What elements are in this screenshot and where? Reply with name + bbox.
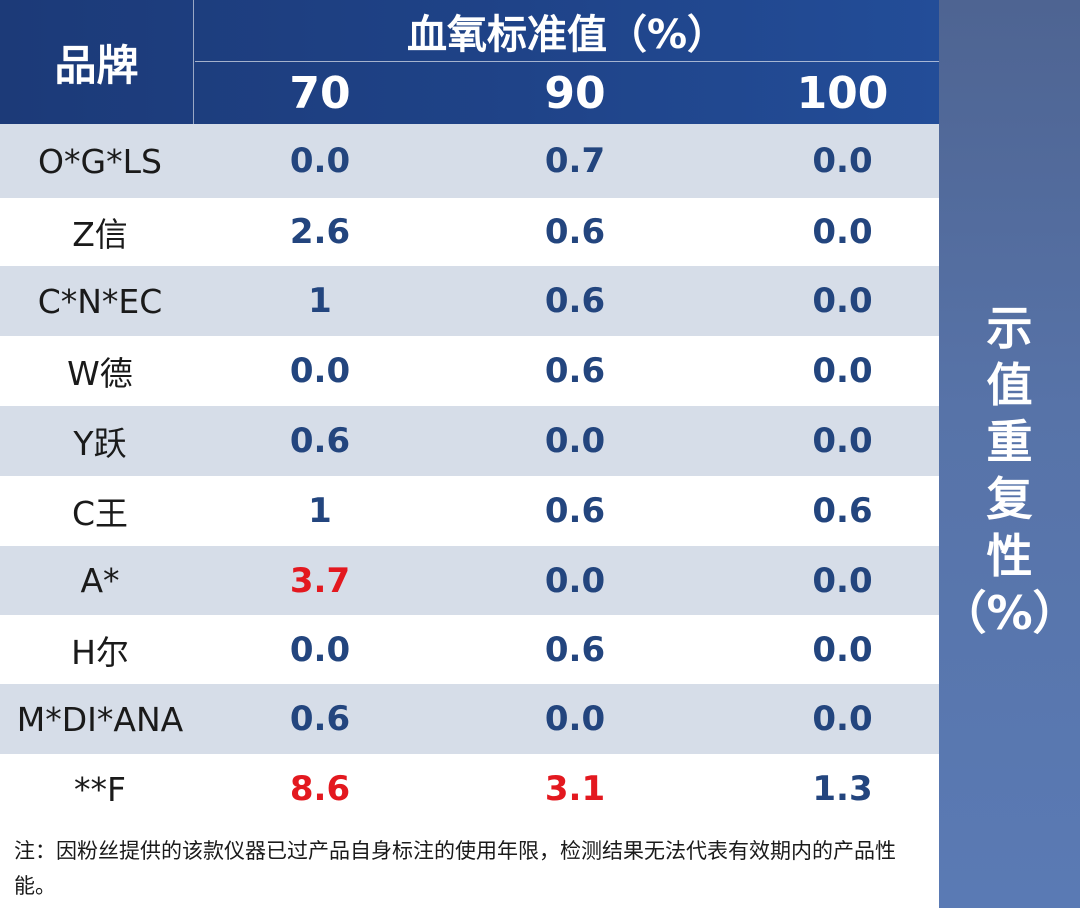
value-cell-90: 0.6: [544, 281, 606, 321]
value-cell-70: 3.7: [289, 560, 351, 601]
value-cell-100: 0.0: [812, 351, 873, 391]
value-cell-90: 0.6: [544, 351, 606, 391]
value-cell-90: 0.6: [544, 491, 606, 531]
value-cell-70: 2.6: [289, 212, 351, 252]
brand-cell: O*G*LS: [38, 141, 162, 181]
brand-cell: Z信: [72, 215, 128, 254]
footnote: 注：因粉丝提供的该款仪器已过产品自身标注的使用年限，检测结果无法代表有效期内的产…: [14, 839, 896, 898]
brand-cell: W德: [67, 354, 133, 393]
value-cell-70: 1: [308, 281, 332, 321]
value-cell-70: 0.0: [289, 629, 351, 670]
data-table: 品牌 血氧标准值（%） 70 90 100 O*G*LS 0.0 0.7 0.0 Z信 2…: [0, 0, 939, 898]
side-title-unit: （%）: [940, 586, 1079, 640]
value-cell-90: 0.0: [544, 560, 606, 601]
value-cell-70: 8.6: [289, 769, 351, 809]
value-cell-90: 0.0: [544, 699, 606, 739]
value-cell-70: 0.0: [289, 141, 351, 181]
value-cell-100: 0.0: [812, 141, 873, 181]
side-title: 示 值 重 复 性 （%）: [939, 300, 1080, 642]
value-cell-100: 0.0: [812, 281, 873, 321]
value-cell-100: 1.3: [812, 769, 873, 809]
value-cell-100: 0.0: [812, 212, 873, 252]
table-header: 品牌 血氧标准值（%） 70 90 100: [0, 0, 939, 124]
value-cell-70: 0.0: [289, 351, 351, 391]
value-cell-90: 0.7: [544, 141, 606, 181]
table-row: O*G*LS 0.0 0.7 0.0: [0, 124, 939, 198]
column-header-90: 90: [544, 68, 606, 119]
value-cell-100: 0.0: [812, 421, 873, 461]
value-cell-90: 0.6: [544, 629, 606, 670]
table-row: **F 8.6 3.1 1.3: [0, 754, 939, 824]
brand-cell: **F: [74, 769, 126, 809]
value-cell-100: 0.0: [812, 629, 873, 670]
side-title-char: 示: [986, 301, 1033, 355]
value-cell-100: 0.0: [812, 560, 873, 601]
brand-cell: M*DI*ANA: [16, 699, 184, 739]
brand-column-header: 品牌: [0, 0, 194, 124]
value-cell-100: 0.6: [812, 491, 873, 531]
brand-cell: C*N*EC: [37, 281, 163, 321]
spo2-standard-header: 血氧标准值（%）: [195, 0, 939, 62]
brand-cell: H尔: [71, 632, 129, 672]
table-row: Z信 2.6 0.6 0.0: [0, 198, 939, 266]
value-cell-90: 0.0: [544, 421, 606, 461]
brand-cell: A*: [80, 561, 120, 600]
table-row: C*N*EC 1 0.6 0.0: [0, 266, 939, 336]
column-header-70: 70: [289, 68, 351, 119]
table-row: H尔 0.0 0.6 0.0: [0, 615, 939, 684]
value-cell-90: 0.6: [544, 212, 606, 252]
value-cell-100: 0.0: [812, 699, 873, 739]
table-row: Y跃 0.6 0.0 0.0: [0, 406, 939, 476]
side-title-char: 复: [986, 472, 1033, 526]
value-cell-90: 3.1: [544, 769, 606, 809]
side-title-char: 值: [986, 358, 1033, 412]
side-panel: 示 值 重 复 性 （%）: [939, 0, 1080, 908]
side-title-char: 性: [986, 529, 1033, 583]
value-cell-70: 0.6: [289, 699, 351, 739]
column-header-100: 100: [796, 68, 889, 119]
value-cell-70: 0.6: [289, 421, 351, 461]
brand-cell: Y跃: [73, 424, 127, 463]
table-row: C王 1 0.6 0.6: [0, 476, 939, 546]
table-row: A* 3.7 0.0 0.0: [0, 546, 939, 615]
table-row: W德 0.0 0.6 0.0: [0, 336, 939, 406]
table-row: M*DI*ANA 0.6 0.0 0.0: [0, 684, 939, 754]
value-cell-70: 1: [308, 491, 332, 531]
brand-cell: C王: [71, 494, 129, 533]
side-title-char: 重: [986, 415, 1033, 469]
